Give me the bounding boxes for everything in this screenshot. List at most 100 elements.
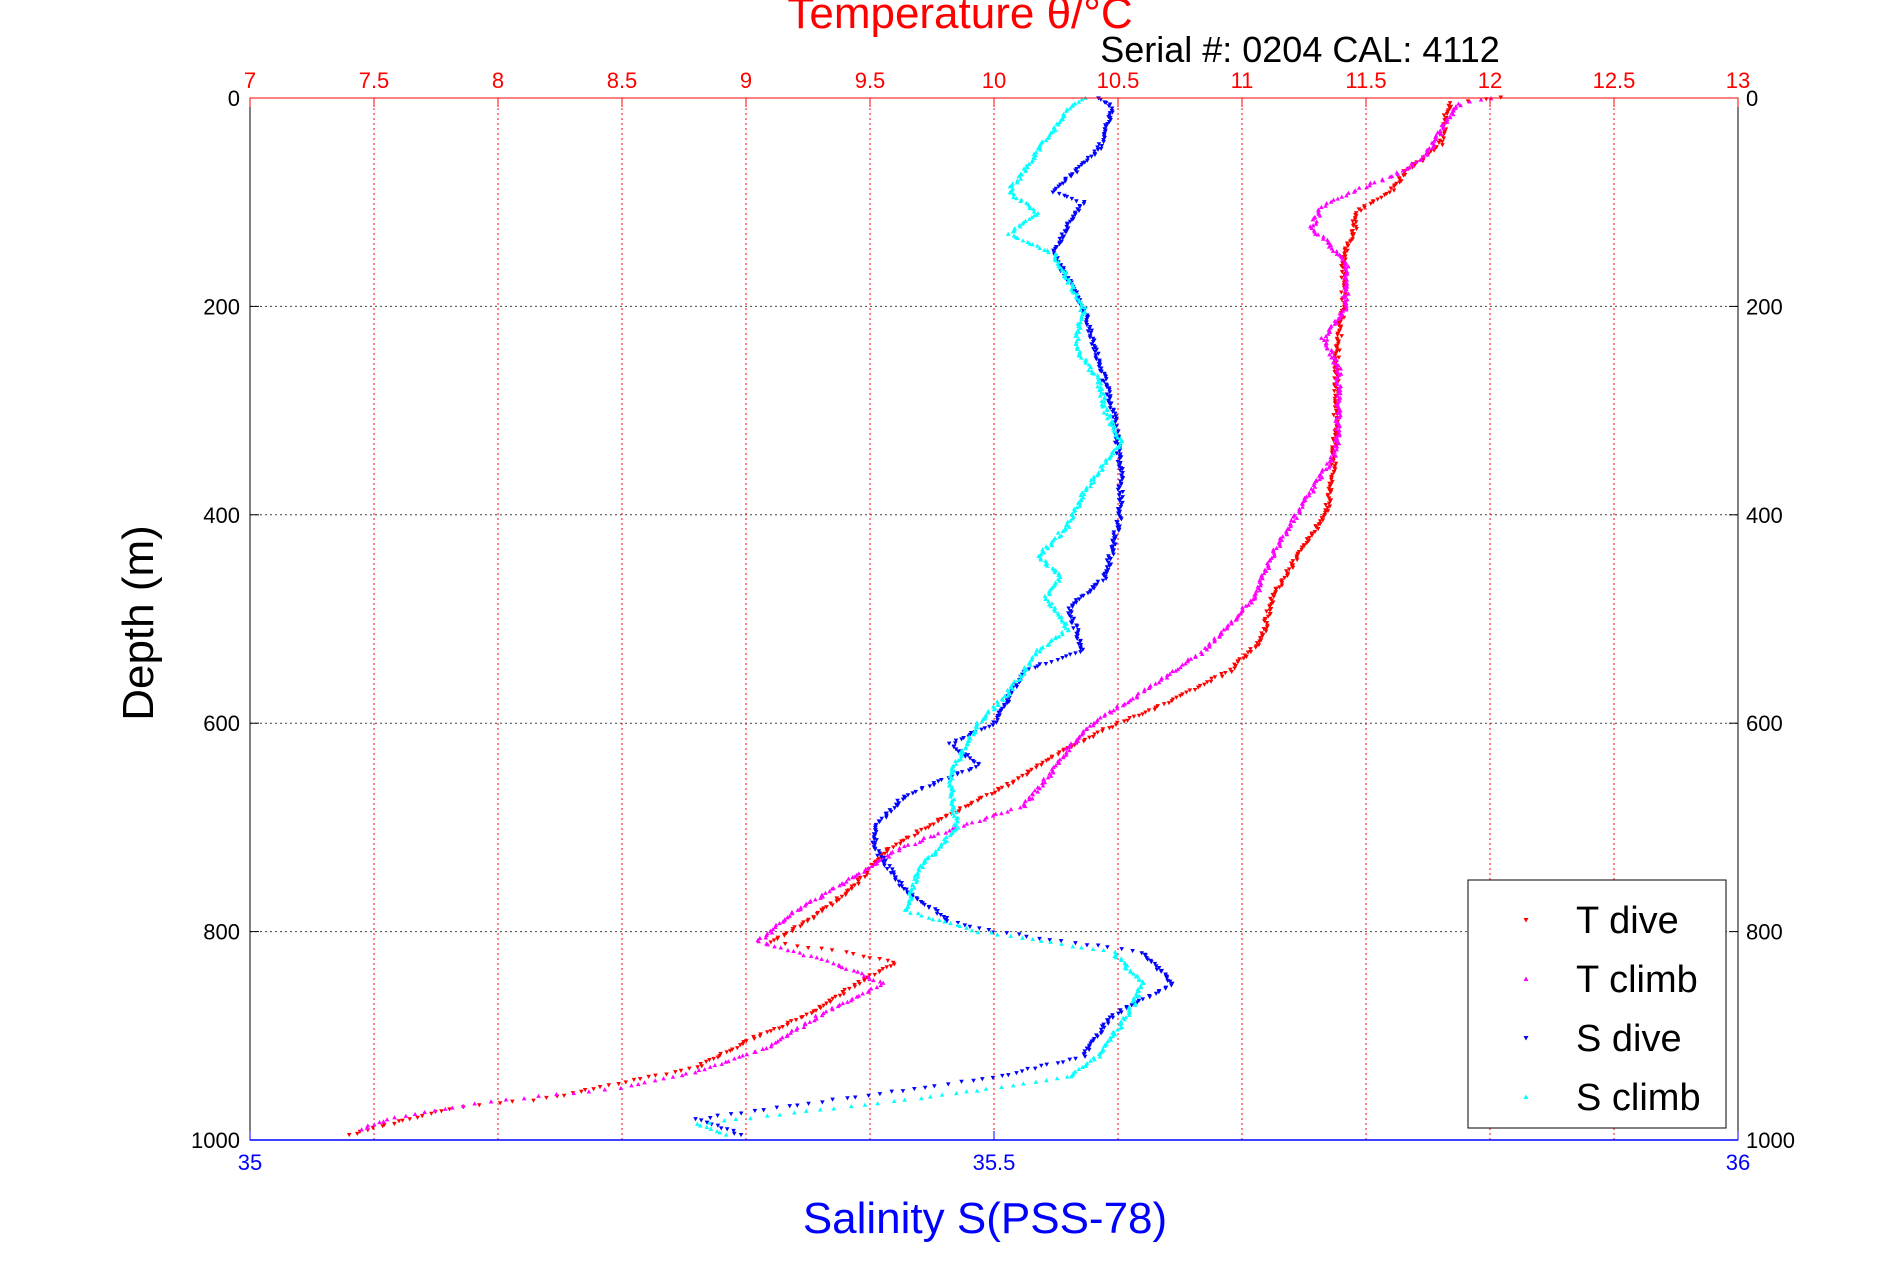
- data-point: [760, 1046, 766, 1051]
- data-point: [733, 1116, 739, 1122]
- data-point: [1153, 964, 1159, 969]
- data-point: [1155, 704, 1160, 709]
- data-point: [1344, 284, 1350, 289]
- data-point: [1085, 591, 1091, 596]
- data-point: [1063, 746, 1069, 751]
- data-point: [1111, 552, 1116, 557]
- data-point: [993, 811, 999, 816]
- data-point: [1094, 473, 1100, 478]
- data-point: [1145, 957, 1150, 962]
- data-point: [1212, 639, 1217, 644]
- data-point: [1433, 134, 1438, 139]
- data-point: [1321, 234, 1326, 239]
- data-point: [1387, 174, 1393, 179]
- data-point: [1334, 426, 1339, 432]
- data-point: [855, 969, 860, 974]
- data-point: [827, 889, 832, 894]
- data-point: [1436, 140, 1442, 146]
- data-point: [768, 1044, 774, 1049]
- data-point: [1057, 534, 1062, 539]
- data-point: [1169, 699, 1175, 704]
- data-point: [1078, 355, 1084, 360]
- data-point: [1106, 456, 1112, 461]
- data-point: [1199, 651, 1205, 656]
- data-point: [857, 981, 862, 987]
- data-point: [915, 897, 920, 902]
- data-point: [1208, 679, 1214, 684]
- data-point: [1103, 125, 1109, 130]
- data-point: [1065, 226, 1071, 231]
- data-point: [510, 1099, 515, 1104]
- data-point: [1319, 335, 1324, 340]
- data-point: [1129, 1003, 1135, 1008]
- data-point: [1097, 362, 1103, 367]
- data-point: [977, 818, 983, 823]
- data-point: [775, 1039, 780, 1044]
- data-point: [1131, 995, 1137, 1000]
- data-point: [878, 982, 884, 988]
- data-point: [1133, 991, 1139, 996]
- data-point: [1126, 1012, 1132, 1017]
- data-point: [1346, 190, 1351, 195]
- data-point: [1086, 1047, 1092, 1053]
- data-point: [1078, 325, 1083, 330]
- data-point: [1091, 720, 1097, 725]
- data-point: [1111, 530, 1117, 535]
- data-point: [1319, 469, 1325, 474]
- data-point: [752, 1036, 757, 1041]
- data-point: [898, 841, 903, 846]
- data-point: [1235, 660, 1241, 665]
- data-point: [877, 957, 882, 962]
- data-point: [1254, 588, 1259, 593]
- data-point: [1339, 270, 1345, 275]
- data-point: [1073, 598, 1079, 603]
- data-point: [836, 897, 842, 902]
- data-point: [364, 1125, 370, 1130]
- temperature-tick-label: 7: [244, 68, 256, 93]
- data-point: [1014, 1071, 1019, 1076]
- data-point: [1078, 497, 1084, 503]
- data-point: [931, 822, 936, 827]
- data-point: [1336, 372, 1342, 377]
- data-point: [899, 884, 905, 889]
- data-point: [744, 1052, 750, 1057]
- data-point: [1056, 184, 1061, 189]
- data-point: [946, 779, 952, 784]
- data-point: [1025, 1066, 1030, 1072]
- data-point: [696, 1067, 702, 1072]
- data-point: [1060, 1060, 1066, 1065]
- data-point: [900, 1089, 906, 1094]
- data-point: [924, 856, 930, 861]
- data-point: [1096, 364, 1102, 370]
- data-point: [1025, 165, 1030, 170]
- data-point: [521, 1096, 527, 1101]
- data-point: [1110, 1015, 1116, 1020]
- data-point: [768, 1029, 774, 1034]
- data-point: [1103, 100, 1109, 106]
- data-point: [881, 855, 887, 860]
- data-point: [1148, 960, 1154, 965]
- data-point: [439, 1109, 444, 1114]
- data-point: [996, 788, 1002, 793]
- data-point: [1417, 157, 1423, 162]
- data-point: [1053, 763, 1059, 768]
- data-point: [975, 929, 981, 935]
- data-point: [1034, 763, 1040, 768]
- data-point: [1343, 272, 1348, 277]
- data-point: [1014, 180, 1020, 185]
- data-point: [693, 1070, 698, 1075]
- data-point: [1083, 1063, 1088, 1068]
- data-point: [929, 852, 935, 858]
- data-point: [872, 972, 878, 977]
- data-point: [1047, 938, 1053, 943]
- data-point: [1039, 763, 1044, 768]
- data-point: [1232, 666, 1237, 671]
- series-s-climb: [695, 95, 1146, 1137]
- data-point: [1335, 196, 1341, 201]
- data-point: [1076, 628, 1081, 633]
- data-point: [1065, 280, 1070, 285]
- data-point: [1338, 391, 1343, 396]
- data-point: [1257, 639, 1262, 644]
- data-point: [824, 905, 829, 910]
- legend-marker: [1523, 976, 1529, 981]
